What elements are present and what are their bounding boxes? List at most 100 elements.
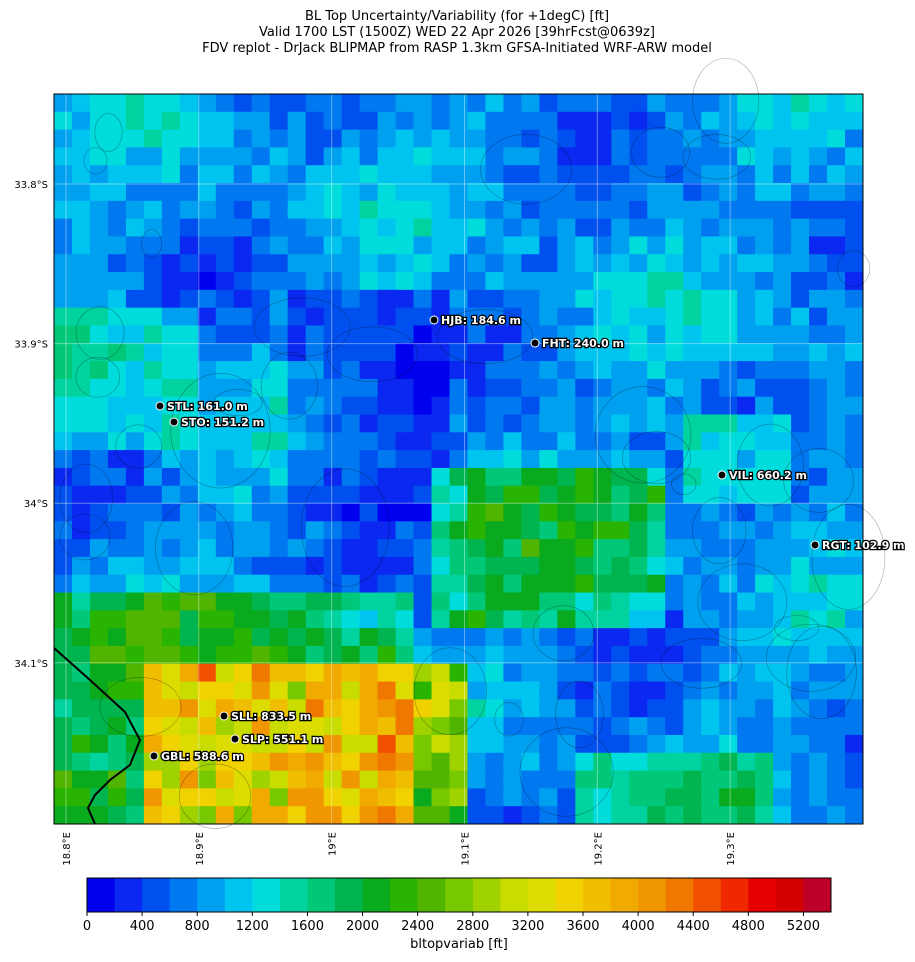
field-cell [845, 396, 864, 415]
field-cell [233, 574, 253, 594]
field-cell [575, 94, 594, 113]
field-cell [719, 610, 738, 629]
field-cell [54, 556, 73, 576]
field-cell [773, 645, 792, 665]
field-cell [539, 147, 558, 166]
field-cell [269, 699, 289, 718]
field-cell [54, 111, 73, 131]
field-cell [143, 289, 163, 309]
field-cell [287, 788, 307, 807]
field-cell [287, 378, 307, 398]
field-cell [54, 343, 73, 362]
field-cell [359, 325, 379, 344]
field-cell [413, 610, 433, 629]
field-cell [755, 289, 774, 309]
field-cell [377, 503, 397, 522]
field-cell [755, 681, 774, 700]
field-cell [215, 788, 235, 807]
field-cell [341, 111, 361, 131]
field-cell [413, 254, 433, 273]
field-cell [575, 592, 594, 611]
field-cell [395, 539, 415, 558]
field-cell [737, 610, 756, 629]
field-cell [395, 663, 415, 683]
field-cell [575, 254, 594, 273]
field-cell [269, 521, 289, 540]
title-line: BL Top Uncertainty/Variability (for +1de… [305, 9, 609, 24]
field-cell [665, 450, 684, 469]
field-cell [485, 378, 504, 398]
field-cell [143, 200, 163, 220]
field-cell [539, 289, 558, 309]
field-cell [827, 414, 846, 433]
field-cell [467, 556, 486, 576]
field-cell [701, 592, 720, 611]
field-cell [791, 307, 810, 326]
field-cell [179, 307, 199, 326]
field-cell [233, 752, 253, 772]
field-cell [305, 592, 325, 611]
field-cell [557, 183, 576, 202]
field-cell [359, 503, 379, 522]
field-cell [575, 539, 594, 558]
field-cell [719, 129, 738, 148]
field-cell [107, 503, 127, 522]
field-cell [485, 450, 504, 469]
field-cell [737, 628, 756, 647]
field-cell [647, 165, 666, 184]
field-cell [755, 788, 774, 807]
field-cell [575, 734, 594, 754]
field-cell [251, 165, 271, 184]
field-cell [341, 503, 361, 522]
field-cell [611, 325, 630, 344]
field-cell [773, 628, 792, 647]
field-cell [593, 521, 612, 540]
field-cell [467, 450, 486, 469]
field-cell [683, 289, 702, 309]
field-cell [827, 681, 846, 700]
field-cell [485, 485, 504, 505]
field-cell [71, 111, 91, 131]
field-cell [179, 378, 199, 398]
field-cell [539, 111, 558, 131]
field-cell [54, 503, 73, 522]
field-cell [845, 236, 864, 255]
terrain-contour [59, 513, 111, 561]
field-cell [521, 770, 540, 789]
field-cell [359, 556, 379, 576]
field-cell [737, 325, 756, 344]
field-cell [611, 236, 630, 255]
field-cell [719, 699, 738, 718]
field-cell [701, 681, 720, 700]
field-cell [539, 752, 558, 772]
field-cell [89, 378, 109, 398]
field-cell [71, 610, 91, 629]
field-cell [539, 450, 558, 469]
field-cell [395, 717, 415, 736]
field-cell [539, 788, 558, 807]
field-cell [197, 307, 217, 326]
field-cell [395, 681, 415, 700]
field-cell [287, 717, 307, 736]
field-cell [305, 361, 325, 380]
field-cell [359, 432, 379, 451]
field-cell [143, 218, 163, 237]
station-marker [530, 338, 540, 348]
field-cell [197, 503, 217, 522]
field-cell [719, 200, 738, 220]
field-cell [269, 450, 289, 469]
field-cell [629, 129, 648, 148]
field-cell [305, 556, 325, 576]
field-cell [251, 200, 271, 220]
field-cell [629, 361, 648, 380]
field-cell [791, 343, 810, 362]
field-cell [125, 485, 145, 505]
field-cell [125, 236, 145, 255]
field-cell [287, 147, 307, 166]
field-cell [449, 663, 468, 683]
colorbar-swatch [307, 878, 336, 912]
station-label: RGT: 102.9 m [822, 539, 905, 552]
field-cell [359, 752, 379, 772]
field-cell [431, 218, 451, 237]
